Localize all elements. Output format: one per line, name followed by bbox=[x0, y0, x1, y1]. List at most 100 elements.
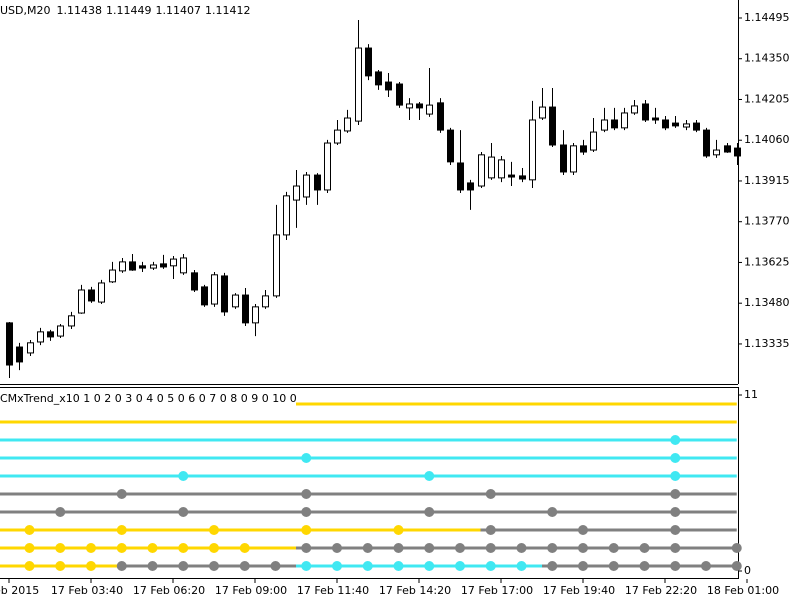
candle-body bbox=[180, 257, 187, 274]
trend-dot bbox=[455, 561, 465, 571]
candle-body bbox=[478, 154, 485, 187]
y-tick-label: 1.13335 bbox=[744, 337, 790, 350]
trend-dot bbox=[485, 489, 496, 499]
candle-body bbox=[6, 322, 13, 366]
candle-body bbox=[642, 103, 649, 121]
y-tick-label: 1.13480 bbox=[744, 296, 790, 309]
trend-dot bbox=[55, 561, 66, 571]
trend-dot bbox=[670, 561, 681, 571]
candle-body bbox=[303, 174, 310, 198]
trend-dot bbox=[424, 543, 435, 553]
candle-body bbox=[170, 258, 177, 267]
trend-dot bbox=[670, 525, 681, 535]
candle-body bbox=[324, 142, 331, 191]
trend-dot bbox=[670, 489, 681, 499]
candle-body bbox=[129, 261, 136, 271]
candle-body bbox=[457, 162, 464, 191]
trend-dot bbox=[24, 561, 35, 571]
trend-dot bbox=[608, 543, 619, 553]
trend-dot bbox=[670, 471, 681, 481]
trend-dot bbox=[209, 561, 219, 571]
x-tick-label: 17 Feb 19:40 bbox=[543, 584, 615, 597]
trend-dot bbox=[485, 525, 496, 535]
candle-body bbox=[375, 71, 382, 86]
trend-dot bbox=[209, 543, 219, 553]
x-tick-label: 17 Feb 03:40 bbox=[51, 584, 123, 597]
candle-body bbox=[78, 289, 85, 314]
trend-dot bbox=[393, 543, 404, 553]
trend-dot bbox=[301, 489, 312, 499]
candle-body bbox=[683, 123, 690, 128]
candle-body bbox=[150, 264, 157, 269]
candle-body bbox=[27, 342, 34, 354]
trend-dot bbox=[424, 561, 435, 571]
y-tick-label: 1.14350 bbox=[744, 52, 790, 65]
trend-dot bbox=[670, 435, 681, 445]
candle-body bbox=[396, 83, 403, 106]
candle-body bbox=[406, 103, 413, 109]
candle-body bbox=[467, 182, 474, 191]
trend-dot bbox=[670, 507, 681, 517]
info-open: 1.11438 bbox=[57, 4, 103, 17]
trend-dot bbox=[670, 543, 681, 553]
trend-dot bbox=[731, 543, 742, 553]
trend-dot bbox=[516, 561, 527, 571]
trend-dot bbox=[209, 525, 219, 535]
candle-body bbox=[447, 129, 454, 163]
trend-dot bbox=[639, 543, 650, 553]
candle-body bbox=[498, 159, 505, 179]
trend-dot bbox=[178, 471, 189, 481]
trend-dot bbox=[547, 561, 558, 571]
candle-body bbox=[273, 234, 280, 297]
trend-dot bbox=[362, 561, 373, 571]
candle-body bbox=[713, 149, 720, 156]
candle-body bbox=[68, 315, 75, 327]
trend-dot bbox=[301, 507, 312, 517]
trend-dot bbox=[393, 525, 404, 535]
candle-body bbox=[232, 294, 239, 308]
candles bbox=[6, 19, 741, 378]
trend-dot bbox=[578, 561, 588, 571]
trend-dot bbox=[116, 525, 127, 535]
trend-dot bbox=[239, 543, 250, 553]
candle-body bbox=[549, 106, 556, 146]
x-tick-label: 17 Feb 17:00 bbox=[461, 584, 533, 597]
candle-body bbox=[601, 119, 608, 131]
candle-body bbox=[314, 174, 321, 191]
trend-dot bbox=[547, 543, 558, 553]
symbol: USD,M20 bbox=[0, 4, 51, 17]
trend-dot bbox=[578, 525, 588, 535]
y-tick-label: 1.14495 bbox=[744, 11, 790, 24]
candle-body bbox=[88, 289, 95, 302]
trend-dot bbox=[178, 507, 189, 517]
candle-body bbox=[724, 145, 731, 153]
trend-dot bbox=[639, 561, 650, 571]
y-tick-label: 1.14205 bbox=[744, 92, 790, 105]
candle-body bbox=[344, 117, 351, 132]
trend-dot bbox=[547, 507, 558, 517]
trend-dot bbox=[701, 561, 711, 571]
trend-dot bbox=[147, 543, 158, 553]
candle-body bbox=[16, 346, 23, 363]
y-tick-label: 1.13625 bbox=[744, 255, 790, 268]
trend-dot bbox=[55, 507, 66, 517]
trend-dot bbox=[55, 543, 66, 553]
info-high: 1.11449 bbox=[106, 4, 152, 17]
candle-body bbox=[221, 275, 228, 313]
candle-body bbox=[262, 295, 269, 308]
trend-dot bbox=[24, 525, 35, 535]
candle-body bbox=[365, 47, 372, 77]
trend-dot bbox=[332, 561, 342, 571]
trend-dot bbox=[301, 525, 312, 535]
indicator-y-tick-label: 0 bbox=[744, 564, 751, 577]
trend-dot bbox=[332, 543, 342, 553]
candle-body bbox=[570, 145, 577, 173]
trend-dot bbox=[485, 543, 496, 553]
candle-body bbox=[426, 104, 433, 115]
candle-body bbox=[488, 156, 495, 179]
candle-body bbox=[611, 119, 618, 129]
candle-body bbox=[242, 294, 249, 324]
candle-body bbox=[385, 81, 392, 91]
y-tick-label: 1.13915 bbox=[744, 174, 790, 187]
trend-dot bbox=[178, 561, 189, 571]
